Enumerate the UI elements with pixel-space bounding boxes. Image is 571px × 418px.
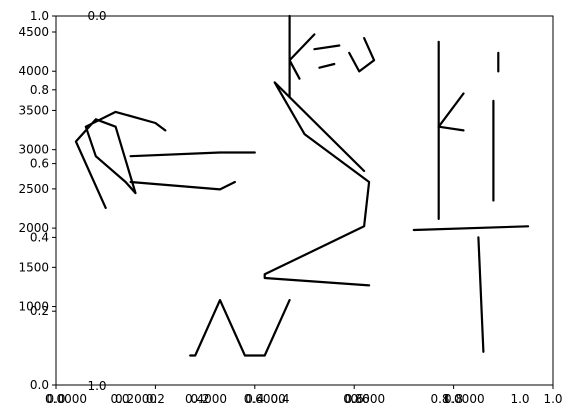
x2-tick-label: 0.8000 [343, 392, 385, 406]
x2-tick-label: 0.2000 [115, 392, 157, 406]
x3-tick-label: 0.6 [350, 392, 369, 406]
axes: 0.0 0.2 0.4 0.6 0.8 1.0 0.0 0.2 0.4 0.6 0.8 1.0 1000… [18, 9, 562, 406]
hand-drawn-strokes [74, 14, 530, 357]
stroke-4 [263, 81, 371, 287]
stroke-14 [437, 125, 465, 132]
top-axis-label: 0.0 [87, 9, 106, 23]
y2-tick-label: 3000 [18, 143, 49, 157]
y-tick-label: 0.8 [30, 83, 49, 97]
plot-frame [55, 15, 554, 386]
x-tick-label: 1.0 [543, 392, 562, 406]
y2-tick-label: 4000 [18, 64, 49, 78]
stroke-9 [313, 44, 341, 51]
y-tick-label: 0.4 [30, 230, 49, 244]
x3-tick-label: 1.0 [510, 392, 529, 406]
y2-tick-label: 1500 [18, 260, 49, 274]
y2-tick-label: 3500 [18, 103, 49, 117]
y2-tick-label: 4500 [18, 25, 49, 39]
stroke-2 [129, 151, 256, 158]
x2-tick-label: 0.4000 [185, 392, 227, 406]
stroke-11 [348, 37, 376, 73]
x-tick-label: 0.2 [146, 392, 165, 406]
y-tick-label: 0.2 [30, 304, 49, 318]
stroke-3 [129, 180, 236, 191]
stroke-7 [288, 33, 316, 62]
stroke-18 [477, 236, 485, 353]
y2-tick-label: 1000 [18, 300, 49, 314]
x2-tick-label: 1.0000 [443, 392, 485, 406]
stroke-1 [74, 110, 167, 209]
y2-tick-label: 2000 [18, 221, 49, 235]
x3-tick-label: 0.8 [430, 392, 449, 406]
x2-tick-label: 0.0000 [45, 392, 87, 406]
y-tick-label: 0.0 [30, 378, 49, 392]
bottom-axis-label: 1.0 [87, 379, 106, 393]
x3-tick-label: 0.4 [270, 392, 289, 406]
y-tick-label: 0.6 [30, 157, 49, 171]
y2-tick-label: 2500 [18, 182, 49, 196]
x-tick-label: 0.8 [444, 392, 463, 406]
x3-tick-label: 0.2 [190, 392, 209, 406]
stroke-13 [437, 92, 465, 128]
x2-tick-label: 0.6000 [244, 392, 286, 406]
x-tick-label: 0.6 [345, 392, 364, 406]
stroke-10 [318, 62, 336, 69]
x-tick-label: 0.0 [46, 392, 65, 406]
x-tick-label: 0.4 [245, 392, 264, 406]
stroke-17 [412, 225, 530, 232]
stroke-8 [288, 59, 301, 80]
x3-tick-label: 0.0 [110, 392, 129, 406]
stroke-5 [189, 299, 291, 357]
y-tick-label: 1.0 [30, 9, 49, 23]
